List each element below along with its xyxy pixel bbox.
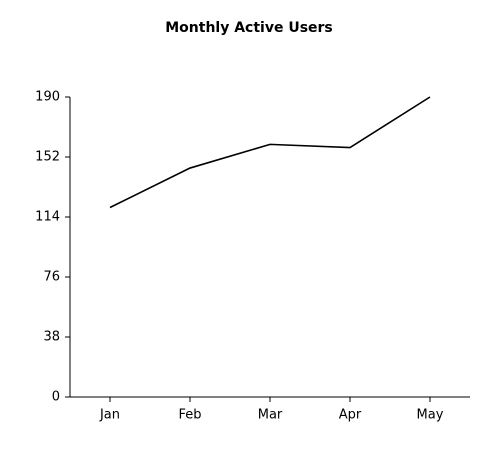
- x-tick-label: May: [417, 408, 444, 423]
- x-tick-label: Apr: [339, 408, 362, 423]
- y-tick-label: 152: [35, 150, 60, 165]
- y-tick-label: 0: [52, 390, 60, 405]
- y-tick-label: 76: [43, 270, 60, 285]
- x-tick-label: Feb: [178, 408, 201, 423]
- x-tick-label: Jan: [99, 408, 120, 423]
- x-tick-label: Mar: [258, 408, 283, 423]
- y-tick-label: 190: [35, 90, 60, 105]
- chart-title: Monthly Active Users: [165, 20, 333, 36]
- data-line: [109, 96, 431, 209]
- y-tick-label: 114: [35, 210, 60, 225]
- y-tick-label: 38: [43, 330, 60, 345]
